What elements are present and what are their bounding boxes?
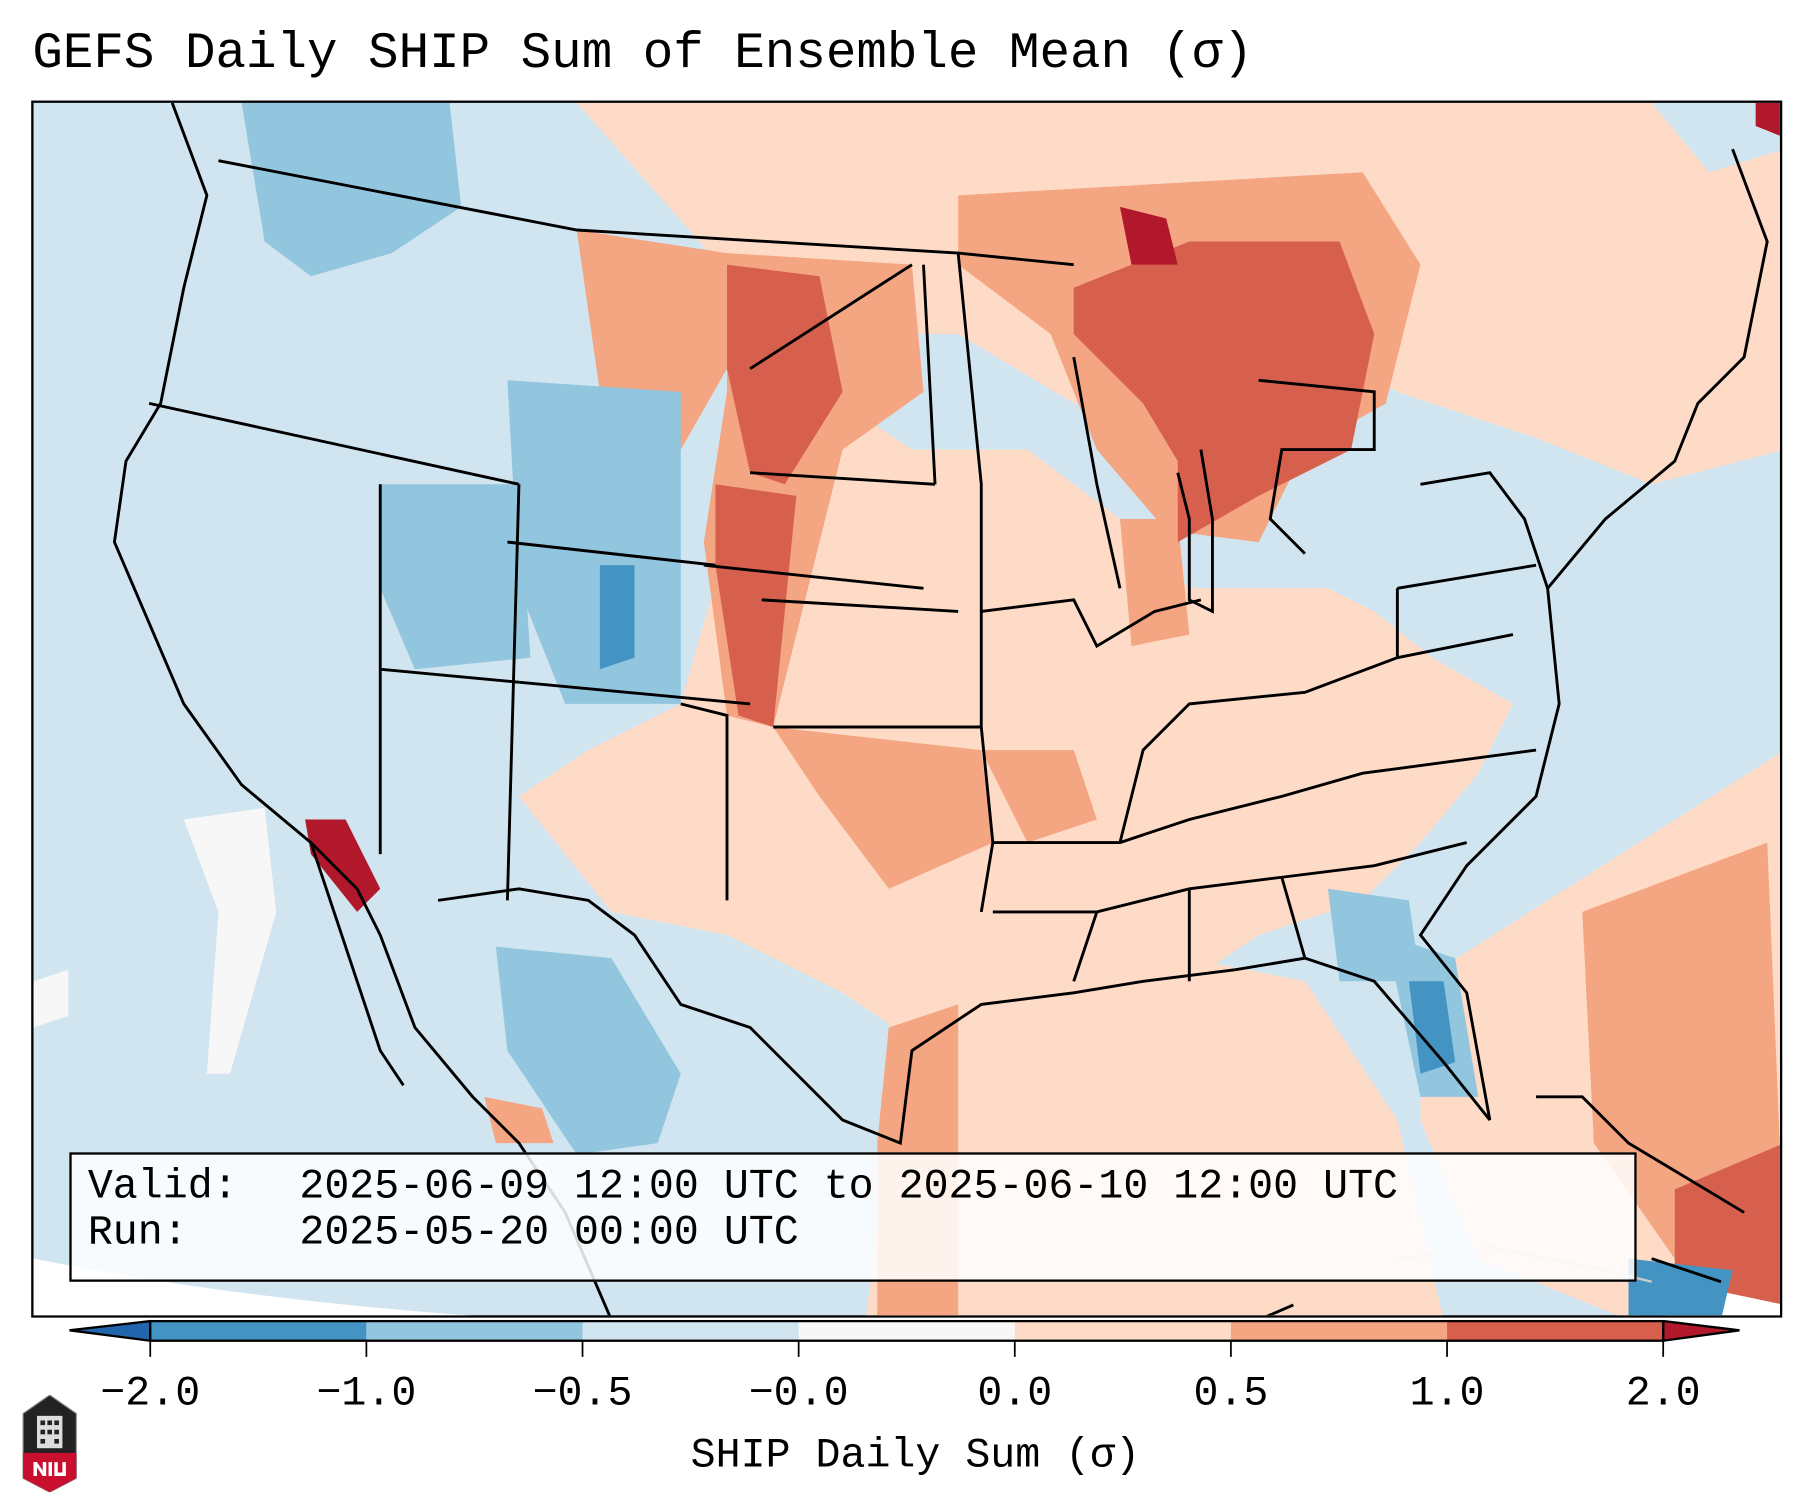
colorbar-extend-high (1662, 1319, 1740, 1343)
run-label: Run: (87, 1208, 188, 1257)
negative-anomaly-regions (241, 102, 1733, 1316)
colorbar-tick-label: 1.0 (1409, 1369, 1485, 1418)
valid-run-info-box: Valid: 2025-06-09 12:00 UTC to 2025-06-1… (69, 1152, 1637, 1282)
run-line: Run: 2025-05-20 00:00 UTC (88, 1210, 1618, 1256)
niu-logo-lettering (33, 1462, 66, 1476)
outside-domain (33, 1258, 469, 1316)
colorbar-label: SHIP Daily Sum (σ) (690, 1432, 1141, 1480)
valid-label: Valid: (87, 1162, 238, 1211)
niu-logo (22, 1395, 77, 1493)
colorbar-tick-label: 0.0 (977, 1369, 1053, 1418)
valid-line: Valid: 2025-06-09 12:00 UTC to 2025-06-1… (87, 1162, 1618, 1211)
colorbar-tick-label: −0.5 (532, 1369, 633, 1418)
coastlines-and-borders (112, 102, 1769, 1316)
colorbar-segment (366, 1321, 583, 1341)
colorbar-segment (1230, 1321, 1448, 1341)
colorbar-extend-low (69, 1319, 152, 1343)
colorbar-tick-label: 2.0 (1625, 1369, 1701, 1418)
valid-time-range: 2025-06-09 12:00 UTC to 2025-06-10 12:00… (299, 1162, 1399, 1211)
colorbar-tick-label: −0.0 (748, 1369, 849, 1418)
colorbar-segment (582, 1321, 799, 1341)
figure-title: GEFS Daily SHIP Sum of Ensemble Mean (σ) (32, 25, 1254, 84)
colorbar (69, 1319, 1740, 1357)
outside-domain (1665, 1250, 1780, 1316)
colorbar-segment (1447, 1321, 1664, 1341)
colorbar-segment (798, 1321, 1015, 1341)
colorbar-tick-label: 0.5 (1193, 1369, 1269, 1418)
colorbar-tick-label: −1.0 (316, 1369, 417, 1418)
near-zero-regions (33, 807, 277, 1074)
colorbar-segment (150, 1321, 367, 1341)
map-panel: Valid: 2025-06-09 12:00 UTC to 2025-06-1… (31, 100, 1783, 1318)
run-time: 2025-05-20 00:00 UTC (299, 1208, 799, 1257)
positive-anomaly-regions (305, 102, 1780, 1316)
map-field (33, 102, 1780, 1316)
colorbar-ticks (149, 1340, 1665, 1357)
colorbar-tick-label: −2.0 (100, 1369, 201, 1418)
colorbar-segment (1014, 1321, 1231, 1341)
